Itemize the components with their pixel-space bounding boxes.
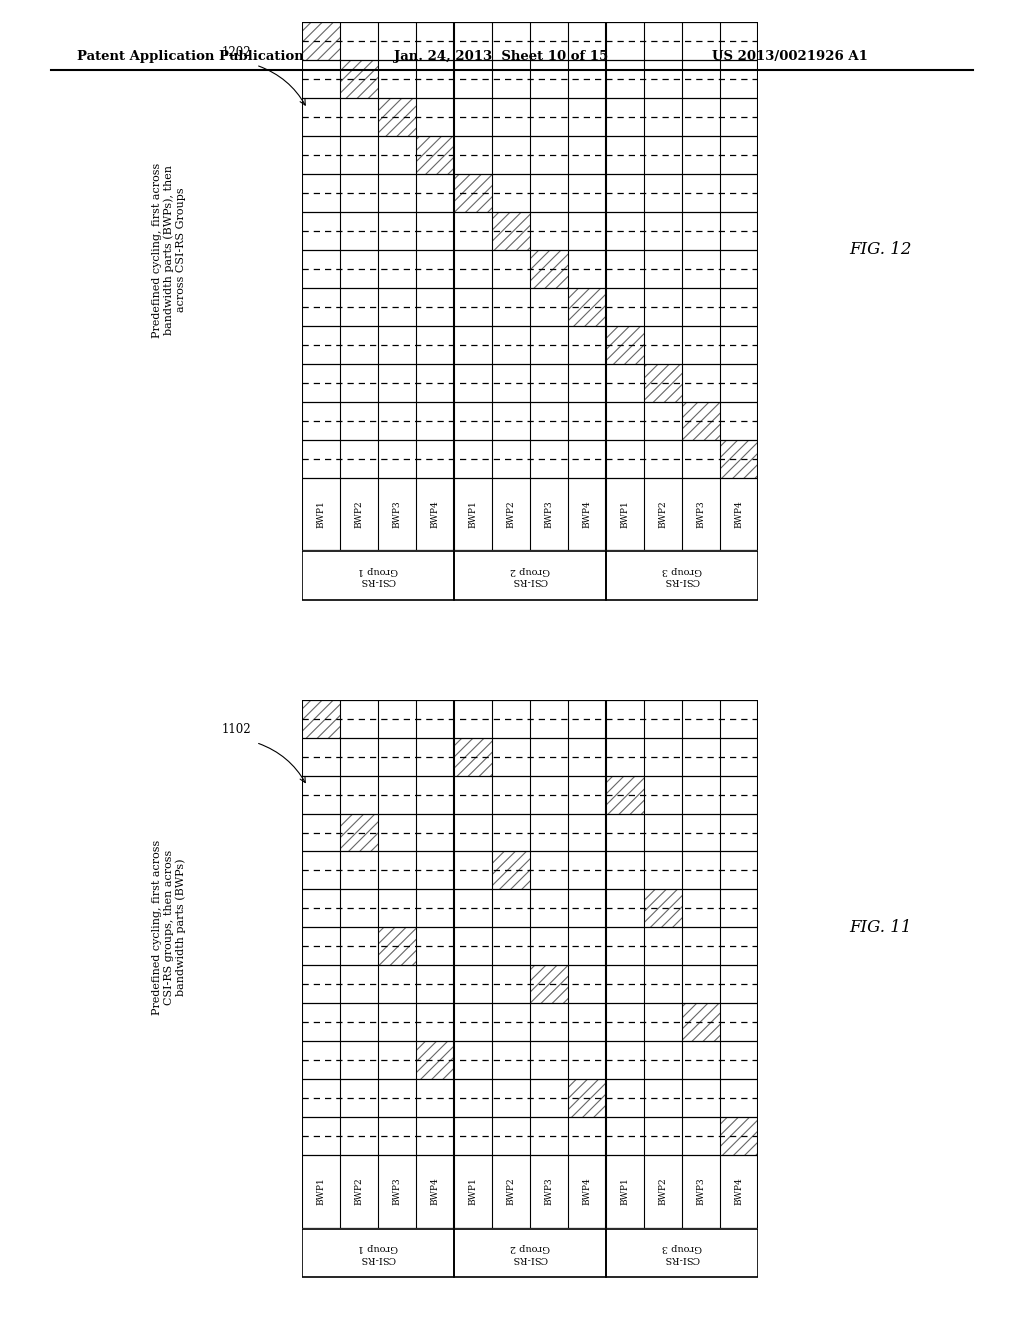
Text: US 2013/0021926 A1: US 2013/0021926 A1 [712, 50, 867, 63]
Text: BWP1: BWP1 [316, 500, 326, 528]
Text: BWP4: BWP4 [583, 500, 592, 528]
Bar [530, 965, 568, 1003]
Text: BWP3: BWP3 [696, 500, 706, 528]
Bar [644, 890, 682, 928]
Text: BWP3: BWP3 [696, 1177, 706, 1205]
Bar [454, 738, 492, 776]
Bar [682, 401, 720, 440]
Text: BWP4: BWP4 [734, 1177, 743, 1205]
Text: BWP1: BWP1 [621, 500, 630, 528]
Text: BWP1: BWP1 [468, 1177, 477, 1205]
Text: BWP4: BWP4 [734, 500, 743, 528]
Bar [720, 1117, 758, 1155]
Bar [720, 440, 758, 478]
Text: BWP2: BWP2 [507, 1177, 515, 1205]
Bar [302, 700, 340, 738]
Text: BWP2: BWP2 [658, 500, 668, 528]
Bar [378, 98, 416, 136]
Text: BWP3: BWP3 [545, 500, 553, 528]
Text: BWP1: BWP1 [468, 500, 477, 528]
Text: Jan. 24, 2013  Sheet 10 of 15: Jan. 24, 2013 Sheet 10 of 15 [394, 50, 608, 63]
Bar [302, 1229, 454, 1276]
Bar [378, 928, 416, 965]
Text: BWP4: BWP4 [430, 1177, 439, 1205]
Text: BWP1: BWP1 [621, 1177, 630, 1205]
Bar [568, 1080, 606, 1117]
Text: BWP2: BWP2 [354, 1177, 364, 1205]
Text: CSI-RS
Group 2: CSI-RS Group 2 [510, 566, 550, 585]
Bar [454, 1229, 606, 1276]
Text: BWP2: BWP2 [658, 1177, 668, 1205]
Bar [340, 813, 378, 851]
Bar [302, 22, 340, 61]
Bar [454, 174, 492, 213]
Text: BWP3: BWP3 [545, 1177, 553, 1205]
Bar [492, 851, 530, 890]
Bar [454, 552, 606, 599]
Text: BWP3: BWP3 [392, 500, 401, 528]
Text: 1102: 1102 [221, 723, 251, 737]
Bar [340, 61, 378, 98]
Bar [606, 326, 644, 364]
Text: CSI-RS
Group 1: CSI-RS Group 1 [358, 566, 398, 585]
Bar [568, 288, 606, 326]
Bar [530, 249, 568, 288]
Text: CSI-RS
Group 3: CSI-RS Group 3 [662, 566, 701, 585]
Bar [606, 776, 644, 813]
Text: BWP2: BWP2 [354, 500, 364, 528]
Text: Predefined cycling, first across
bandwidth parts (BWPs), then
across CSI-RS Grou: Predefined cycling, first across bandwid… [152, 162, 186, 338]
Bar [302, 552, 454, 599]
Bar [644, 364, 682, 401]
Text: BWP4: BWP4 [583, 1177, 592, 1205]
Bar [416, 136, 454, 174]
Text: CSI-RS
Group 1: CSI-RS Group 1 [358, 1243, 398, 1263]
Text: Patent Application Publication: Patent Application Publication [77, 50, 303, 63]
Text: CSI-RS
Group 2: CSI-RS Group 2 [510, 1243, 550, 1263]
Text: BWP1: BWP1 [316, 1177, 326, 1205]
Text: 1202: 1202 [221, 45, 251, 58]
Text: BWP2: BWP2 [507, 500, 515, 528]
Text: BWP4: BWP4 [430, 500, 439, 528]
Bar [416, 1041, 454, 1080]
Bar [606, 1229, 758, 1276]
Bar [606, 552, 758, 599]
Text: CSI-RS
Group 3: CSI-RS Group 3 [662, 1243, 701, 1263]
Text: Predefined cycling, first across
CSI-RS groups, then across
bandwidth parts (BWP: Predefined cycling, first across CSI-RS … [152, 840, 186, 1015]
Bar [492, 213, 530, 249]
Bar [682, 1003, 720, 1041]
Text: FIG. 12: FIG. 12 [849, 242, 912, 259]
Text: BWP3: BWP3 [392, 1177, 401, 1205]
Text: FIG. 11: FIG. 11 [849, 919, 912, 936]
